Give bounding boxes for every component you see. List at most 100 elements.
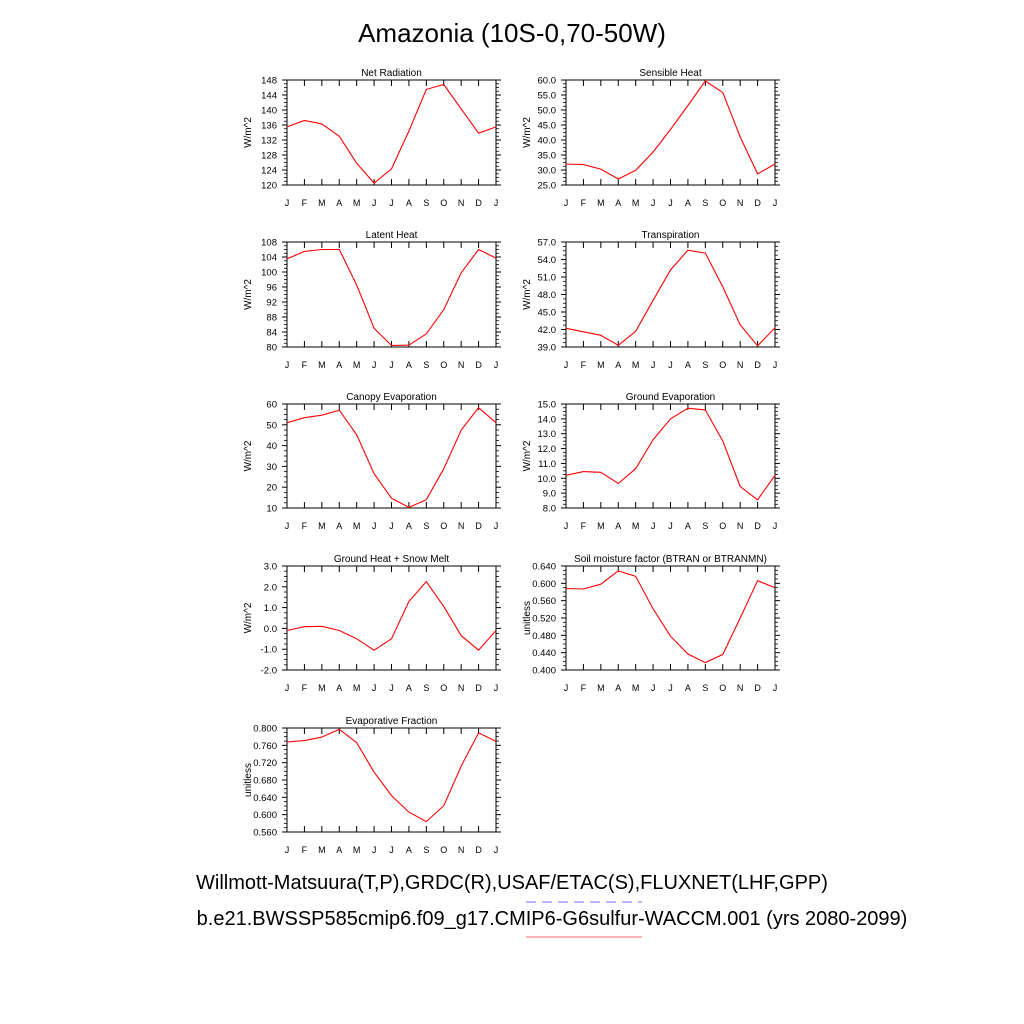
x-tick-label: A: [336, 198, 342, 208]
x-tick-label: F: [302, 198, 308, 208]
x-tick-label: M: [632, 360, 640, 370]
series-line: [286, 83, 497, 184]
plot-frame: [565, 565, 776, 671]
x-tick-label: J: [285, 845, 290, 855]
x-tick-label: D: [754, 360, 761, 370]
y-tick-label: 0.520: [532, 614, 556, 625]
y-tick-label: 39.0: [538, 343, 557, 354]
x-tick-label: D: [475, 683, 482, 693]
x-tick-label: J: [773, 198, 778, 208]
y-tick-label: 0.480: [532, 631, 556, 642]
y-tick-label: 60.0: [538, 76, 557, 87]
x-tick-label: J: [494, 360, 499, 370]
y-tick-label: 92: [266, 298, 277, 309]
series-line: [565, 249, 776, 347]
y-tick-label: 9.0: [543, 489, 556, 500]
x-tick-label: J: [372, 198, 377, 208]
y-axis-label: W/m^2: [243, 279, 254, 310]
x-tick-label: J: [494, 521, 499, 531]
y-tick-label: -1.0: [261, 645, 277, 656]
x-tick-label: S: [423, 683, 429, 693]
x-tick-label: S: [423, 845, 429, 855]
x-tick-label: O: [719, 198, 726, 208]
x-tick-label: J: [389, 198, 394, 208]
y-tick-label: 30.0: [538, 166, 557, 177]
x-tick-label: A: [406, 845, 412, 855]
x-tick-label: M: [353, 683, 361, 693]
x-tick-label: M: [318, 521, 326, 531]
x-tick-label: J: [285, 360, 290, 370]
y-tick-label: 104: [261, 253, 277, 264]
y-tick-label: 0.640: [253, 793, 277, 804]
x-tick-label: F: [302, 683, 308, 693]
x-tick-label: J: [285, 683, 290, 693]
y-tick-label: 54.0: [538, 255, 557, 266]
panel-title: Evaporative Fraction: [346, 716, 438, 727]
y-tick-label: 12.0: [538, 444, 557, 455]
y-tick-label: 3.0: [264, 562, 277, 573]
y-tick-label: 45.0: [538, 308, 557, 319]
x-tick-label: O: [719, 360, 726, 370]
y-tick-label: 10.0: [538, 474, 557, 485]
series-line: [565, 80, 776, 180]
y-axis-label: unitless: [243, 763, 254, 797]
x-tick-label: M: [353, 521, 361, 531]
y-tick-label: 13.0: [538, 429, 557, 440]
x-tick-label: N: [737, 198, 744, 208]
y-tick-label: 30: [266, 462, 277, 473]
y-axis-label: unitless: [522, 601, 533, 635]
y-tick-label: 35.0: [538, 151, 557, 162]
y-tick-label: 0.760: [253, 741, 277, 752]
y-tick-label: 0.680: [253, 776, 277, 787]
x-tick-label: M: [353, 845, 361, 855]
y-tick-label: 42.0: [538, 325, 557, 336]
y-tick-label: 120: [261, 181, 277, 192]
panel-title: Canopy Evaporation: [346, 392, 437, 403]
x-tick-label: A: [615, 198, 621, 208]
x-tick-label: J: [389, 683, 394, 693]
x-tick-label: J: [389, 521, 394, 531]
y-tick-label: 15.0: [538, 400, 557, 411]
x-tick-label: J: [285, 521, 290, 531]
x-tick-label: S: [423, 360, 429, 370]
figure-title: Amazonia (10S-0,70-50W): [358, 18, 666, 48]
x-tick-label: D: [475, 198, 482, 208]
y-tick-label: 0.560: [253, 828, 277, 839]
y-tick-label: 0.0: [264, 624, 277, 635]
y-tick-label: 51.0: [538, 273, 557, 284]
y-tick-label: 0.640: [532, 562, 556, 573]
y-tick-label: 14.0: [538, 414, 557, 425]
x-tick-label: M: [632, 683, 640, 693]
y-tick-label: 108: [261, 238, 277, 249]
x-tick-label: S: [702, 521, 708, 531]
y-tick-label: 40: [266, 441, 277, 452]
x-tick-label: J: [372, 845, 377, 855]
x-tick-label: O: [440, 521, 447, 531]
x-tick-label: J: [564, 360, 569, 370]
y-tick-label: 10: [266, 504, 277, 515]
x-tick-label: N: [458, 360, 465, 370]
x-tick-label: J: [668, 521, 673, 531]
x-tick-label: D: [754, 521, 761, 531]
y-tick-label: 57.0: [538, 238, 557, 249]
x-tick-label: J: [564, 521, 569, 531]
x-tick-label: F: [302, 360, 308, 370]
x-tick-label: J: [773, 521, 778, 531]
x-tick-label: N: [458, 845, 465, 855]
x-tick-label: J: [651, 198, 656, 208]
y-tick-label: 0.600: [253, 810, 277, 821]
x-tick-label: A: [336, 521, 342, 531]
panel-title: Ground Evaporation: [626, 392, 716, 403]
x-tick-label: O: [440, 845, 447, 855]
x-tick-label: A: [685, 360, 691, 370]
y-tick-label: 0.600: [532, 579, 556, 590]
series-line: [565, 407, 776, 501]
plot-frame: [286, 727, 497, 833]
panel-title: Net Radiation: [361, 68, 422, 79]
x-tick-label: A: [336, 360, 342, 370]
x-tick-label: J: [494, 683, 499, 693]
panel-title: Sensible Heat: [639, 68, 701, 79]
